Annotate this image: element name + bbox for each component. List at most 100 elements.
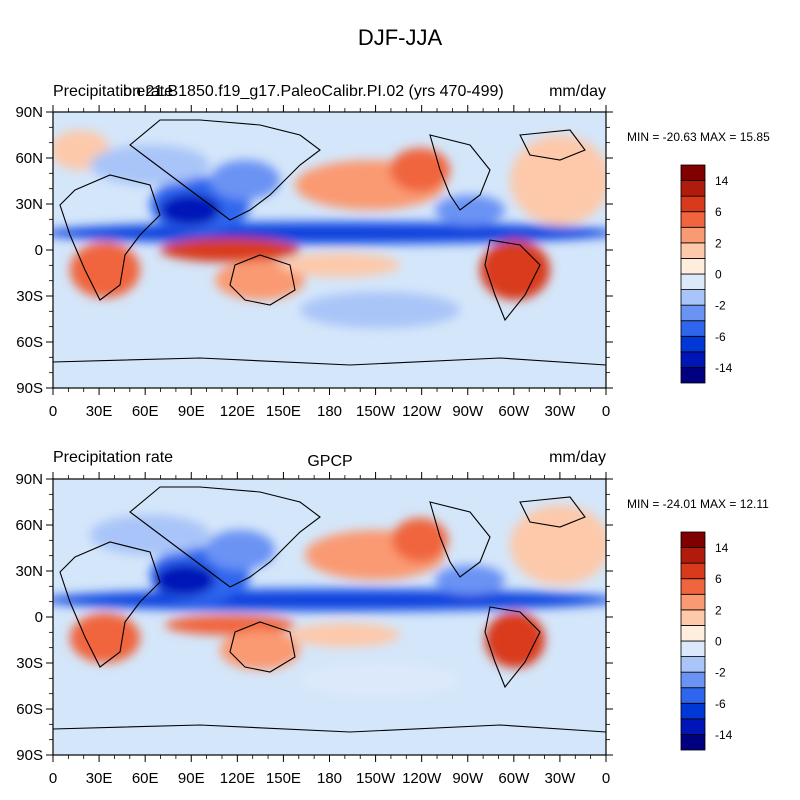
- colorbar-swatch: [680, 656, 706, 673]
- colorbar-label: 14: [715, 174, 729, 188]
- panel-model: Precipitation rate b.e21.B1850.f19_g17.P…: [15, 83, 770, 420]
- panel-model-coastlines: [53, 119, 606, 366]
- colorbar-label: -14: [715, 361, 733, 375]
- panel-obs-ticks: [46, 472, 613, 762]
- colorbar-swatch: [680, 242, 706, 259]
- lon-tick-label: 60W: [498, 403, 530, 420]
- colorbar-label: -6: [715, 697, 726, 711]
- panel-obs-stats: MIN = -24.01 MAX = 12.11: [627, 497, 769, 511]
- colorbar-swatch: [680, 562, 706, 580]
- colorbar-swatch: [680, 640, 706, 657]
- lon-tick-label: 150W: [356, 770, 396, 787]
- colorbar-swatch: [680, 320, 706, 337]
- colorbar-label: 2: [715, 603, 722, 617]
- lon-tick-label: 150W: [356, 403, 396, 420]
- colorbar-label: -6: [715, 330, 726, 344]
- panel-model-left-title: Precipitation rate: [53, 83, 173, 100]
- lon-tick-label: 90W: [452, 770, 484, 787]
- colorbar-swatch: [680, 226, 706, 244]
- lon-tick-label: 30E: [86, 403, 113, 420]
- colorbar-swatch: [680, 367, 706, 384]
- colorbar-label: -2: [715, 299, 726, 313]
- lon-tick-label: 60E: [132, 403, 159, 420]
- panel-model-ticklabels: 90N 60N 30N 0 30S 60S 90S 0 30E 60E 90E 120E 150E 180…: [15, 104, 610, 420]
- colorbar-swatch: [680, 289, 706, 306]
- panel-obs: Precipitation rate GPCP mm/day MIN = -24…: [15, 449, 769, 787]
- lon-tick-label: 180: [317, 403, 342, 420]
- colorbar-swatch: [680, 609, 706, 626]
- panel-model-precip-field: [53, 130, 606, 328]
- colorbar-swatch: [680, 273, 706, 290]
- colorbar-label: 6: [715, 205, 722, 219]
- lat-tick-label: 90S: [16, 380, 43, 397]
- colorbar-swatch: [680, 351, 706, 368]
- colorbar-swatch: [680, 593, 706, 611]
- figure-title: DJF-JJA: [358, 25, 443, 50]
- lon-tick-label: 120E: [220, 770, 255, 787]
- lat-tick-label: 60S: [16, 701, 43, 718]
- lon-tick-label: 0: [602, 770, 610, 787]
- lon-tick-label: 0: [49, 770, 57, 787]
- lat-tick-label: 30S: [16, 655, 43, 672]
- panel-obs-center-title: GPCP: [307, 453, 352, 470]
- colorbar-label: 0: [715, 635, 722, 649]
- colorbar-label: -2: [715, 666, 726, 680]
- panel-obs-left-title: Precipitation rate: [53, 449, 173, 466]
- colorbar-swatch: [680, 258, 706, 275]
- colorbar-swatch: [680, 335, 706, 353]
- colorbar-swatch: [680, 304, 706, 322]
- panel-model-units: mm/day: [549, 83, 606, 100]
- colorbar-swatch: [680, 702, 706, 720]
- lat-tick-label: 0: [35, 242, 43, 259]
- panel-model-colorbar: 14 6 2 0 -2 -6 -14: [680, 164, 733, 384]
- lon-tick-label: 150E: [266, 403, 301, 420]
- colorbar-swatch: [680, 195, 706, 213]
- lon-tick-label: 90E: [178, 770, 205, 787]
- panel-obs-map: [53, 479, 606, 755]
- lat-tick-label: 60N: [15, 150, 43, 167]
- colorbar-label: 2: [715, 236, 722, 250]
- panel-obs-precip-field: [53, 505, 606, 698]
- lon-tick-label: 90E: [178, 403, 205, 420]
- panel-obs-units: mm/day: [549, 449, 606, 466]
- panel-obs-ticklabels: 90N 60N 30N 0 30S 60S 90S 0 30E 60E 90E 120E 150E 180…: [15, 471, 610, 787]
- panel-model-center-title: b.e21.B1850.f19_g17.PaleoCalibr.PI.02 (y…: [123, 83, 504, 100]
- lon-tick-label: 30W: [544, 770, 576, 787]
- lat-tick-label: 90N: [15, 471, 43, 488]
- lon-tick-label: 60W: [498, 770, 530, 787]
- colorbar-label: 14: [715, 541, 729, 555]
- colorbar-swatch: [680, 687, 706, 704]
- lon-tick-label: 150E: [266, 770, 301, 787]
- lon-tick-label: 120W: [402, 403, 442, 420]
- lat-tick-label: 60N: [15, 517, 43, 534]
- lon-tick-label: 0: [49, 403, 57, 420]
- lon-tick-label: 120W: [402, 770, 442, 787]
- lon-tick-label: 0: [602, 403, 610, 420]
- colorbar-swatch: [680, 671, 706, 689]
- panel-obs-colorbar: 14 6 2 0 -2 -6 -14: [680, 531, 733, 751]
- lon-tick-label: 30W: [544, 403, 576, 420]
- lon-tick-label: 60E: [132, 770, 159, 787]
- colorbar-swatch: [680, 211, 706, 228]
- lat-tick-label: 90S: [16, 747, 43, 764]
- lat-tick-label: 0: [35, 609, 43, 626]
- colorbar-swatch: [680, 531, 706, 548]
- colorbar-swatch: [680, 547, 706, 564]
- lat-tick-label: 60S: [16, 334, 43, 351]
- colorbar-swatch: [680, 578, 706, 595]
- colorbar-label: 0: [715, 268, 722, 282]
- colorbar-swatch: [680, 625, 706, 642]
- colorbar-swatch: [680, 164, 706, 181]
- panel-model-stats: MIN = -20.63 MAX = 15.85: [627, 130, 770, 144]
- colorbar-label: 6: [715, 572, 722, 586]
- lat-tick-label: 30S: [16, 288, 43, 305]
- colorbar-swatch: [680, 180, 706, 197]
- panel-obs-coastlines: [53, 486, 606, 733]
- lat-tick-label: 30N: [15, 196, 43, 213]
- lon-tick-label: 180: [317, 770, 342, 787]
- lon-tick-label: 120E: [220, 403, 255, 420]
- lon-tick-label: 30E: [86, 770, 113, 787]
- panel-model-map: [53, 112, 606, 388]
- lon-tick-label: 90W: [452, 403, 484, 420]
